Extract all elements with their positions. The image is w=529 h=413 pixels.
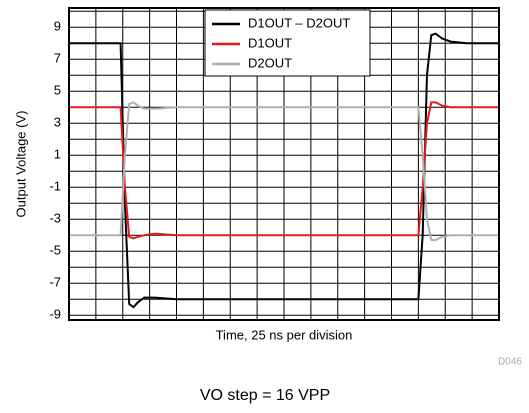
x-axis-label: Time, 25 ns per division bbox=[216, 327, 353, 342]
y-tick-label: 1 bbox=[54, 147, 61, 162]
legend-label: D1OUT bbox=[248, 35, 292, 50]
series-line bbox=[69, 101, 499, 240]
y-tick-label: -9 bbox=[49, 307, 61, 322]
y-axis-label: Output Voltage (V) bbox=[13, 111, 28, 218]
y-tick-label: 7 bbox=[54, 51, 61, 66]
y-tick-label: 3 bbox=[54, 115, 61, 130]
caption: VO step = 16 VPP bbox=[200, 387, 330, 404]
legend-label: D2OUT bbox=[248, 55, 292, 70]
series-line bbox=[69, 32, 499, 309]
y-tick-label: 9 bbox=[54, 19, 61, 34]
plot-frame bbox=[68, 7, 500, 321]
y-tick-label: -7 bbox=[49, 275, 61, 290]
figure-id: D046 bbox=[498, 357, 522, 368]
series-line bbox=[69, 101, 499, 241]
y-tick-label: 5 bbox=[54, 83, 61, 98]
legend-label: D1OUT – D2OUT bbox=[248, 15, 350, 30]
y-tick-label: -5 bbox=[49, 243, 61, 258]
y-tick-label: -3 bbox=[49, 211, 61, 226]
y-tick-label: -1 bbox=[49, 179, 61, 194]
